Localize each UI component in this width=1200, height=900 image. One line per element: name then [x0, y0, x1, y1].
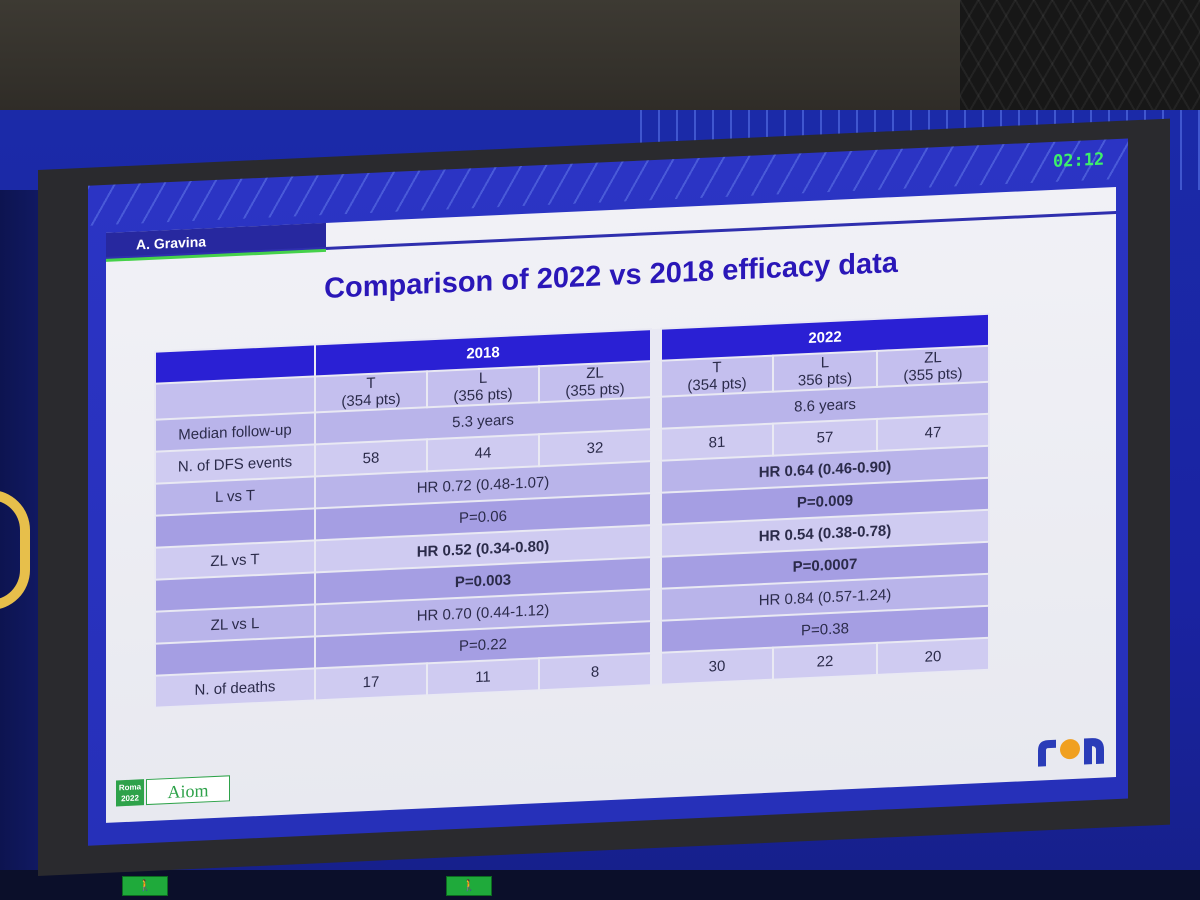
table-cell: 17	[315, 663, 427, 701]
table-cell: 57	[773, 418, 877, 456]
table-cell: 47	[876, 413, 989, 451]
roma-2022-logo: Roma 2022	[116, 779, 144, 807]
table-cell: 32	[539, 429, 651, 467]
arm-header: L (356 pts)	[427, 366, 539, 408]
table-cell: 22	[773, 642, 877, 680]
exit-sign-icon: 🚶	[122, 876, 168, 896]
stage-floor	[0, 870, 1200, 900]
aiom-logo: Aiom	[146, 775, 230, 806]
row-label: N. of deaths	[155, 668, 315, 708]
table-cell: 11	[427, 658, 539, 696]
slide: A. Gravina Comparison of 2022 vs 2018 ef…	[106, 187, 1116, 823]
gim-logo-icon	[1038, 738, 1104, 767]
arm-header: ZL (355 pts)	[876, 345, 989, 387]
efficacy-table: 2018 2022 T (354 pts) L (356 pts) ZL (355 p…	[154, 313, 990, 709]
table-cell: 8	[539, 653, 651, 691]
table-cell: 58	[315, 439, 427, 477]
timer: 02:12	[1053, 149, 1105, 172]
exit-sign-icon: 🚶	[446, 876, 492, 896]
arm-header: L 356 pts)	[773, 350, 877, 392]
arm-header: T (354 pts)	[315, 371, 427, 413]
presentation-monitor: 02:12 A. Gravina Comparison of 2022 vs 2…	[38, 118, 1170, 876]
arm-header: ZL (355 pts)	[539, 361, 651, 403]
arm-header: T (354 pts)	[661, 355, 773, 397]
table-cell: 20	[876, 637, 989, 675]
lighting-truss	[960, 0, 1200, 130]
side-screen-glyph	[0, 490, 30, 610]
table-cell: 44	[427, 434, 539, 472]
slide-frame: 02:12 A. Gravina Comparison of 2022 vs 2…	[88, 138, 1128, 846]
table-cell: 30	[661, 647, 773, 685]
table-cell: 81	[661, 423, 773, 461]
